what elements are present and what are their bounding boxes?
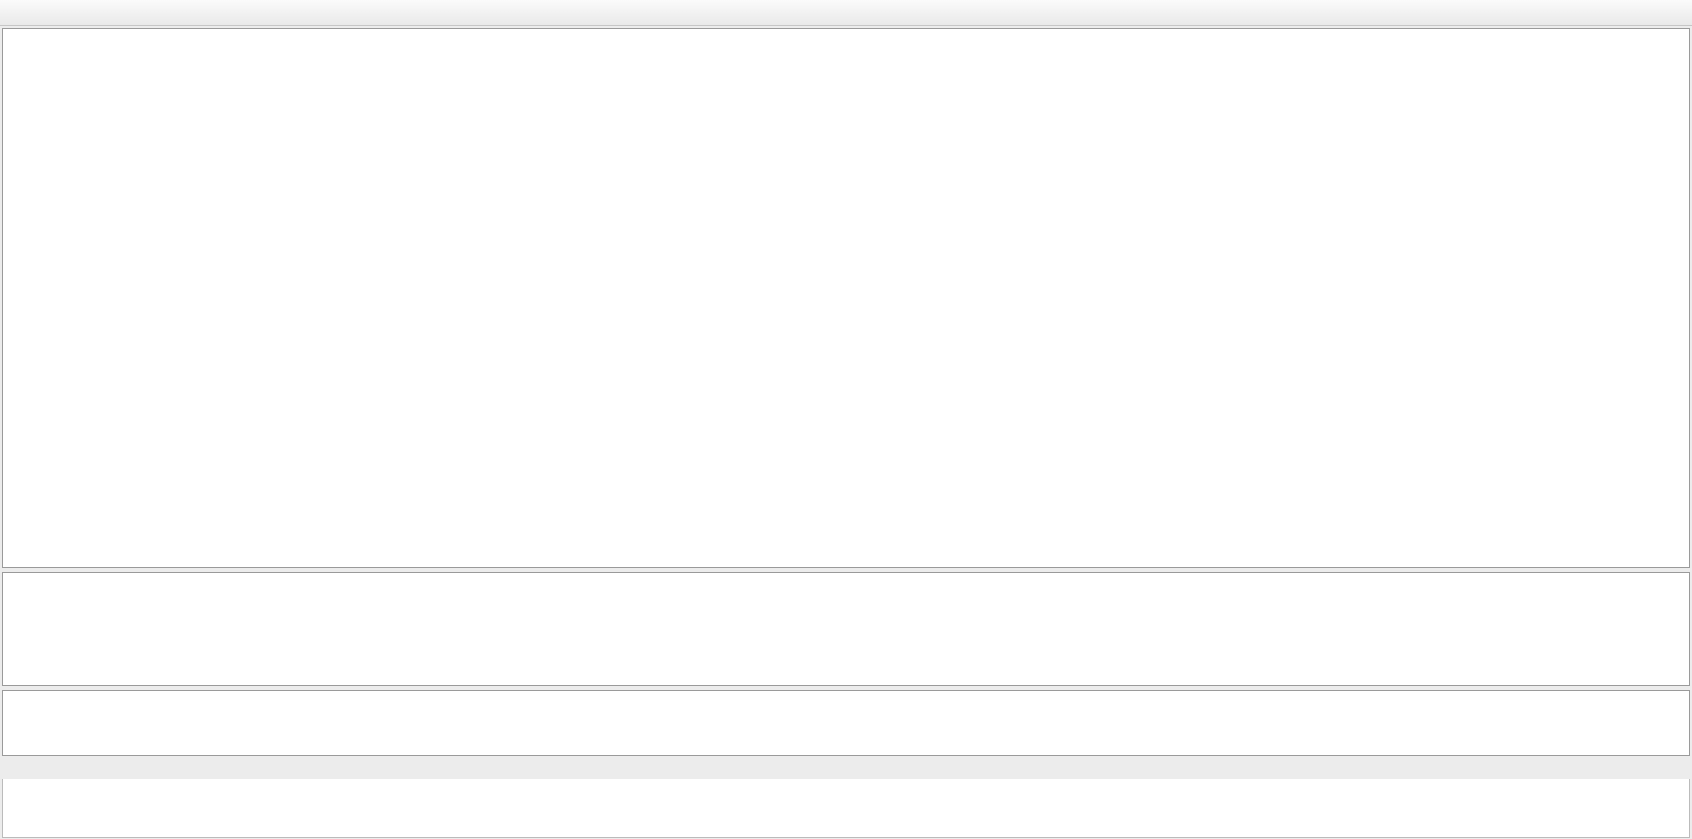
macd-panel[interactable] bbox=[2, 572, 1690, 686]
macd-chart bbox=[3, 573, 1690, 685]
rsi-chart bbox=[3, 691, 1690, 755]
price-chart-panel[interactable] bbox=[2, 28, 1690, 568]
candlestick-chart[interactable] bbox=[3, 29, 1690, 567]
toolbar bbox=[0, 0, 1692, 26]
bottom-spacer bbox=[2, 779, 1690, 838]
rsi-panel[interactable] bbox=[2, 690, 1690, 756]
time-axis[interactable] bbox=[2, 757, 1690, 778]
